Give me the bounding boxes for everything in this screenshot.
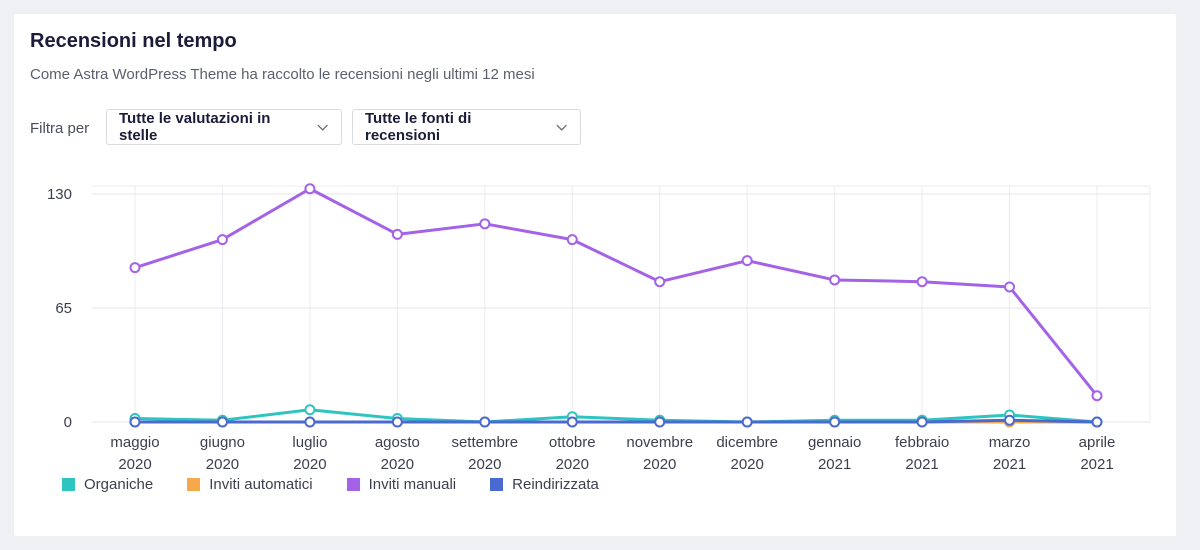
data-point: [1091, 390, 1103, 402]
data-point: [391, 228, 403, 240]
legend-label: Inviti manuali: [368, 476, 457, 493]
data-point: [129, 262, 141, 274]
data-point: [566, 234, 578, 246]
chevron-down-icon: [556, 124, 567, 131]
star-rating-filter-value: Tutte le valutazioni in stelle: [119, 110, 271, 144]
data-point: [1004, 414, 1016, 426]
legend-label: Inviti automatici: [209, 476, 313, 493]
data-point: [829, 274, 841, 286]
data-point: [391, 416, 403, 428]
x-tick-month-label: aprile: [1079, 434, 1116, 451]
legend-item: Organiche: [62, 476, 153, 493]
data-point: [741, 255, 753, 267]
x-tick-month-label: novembre: [626, 434, 693, 451]
legend-swatch: [187, 478, 201, 491]
legend-swatch: [490, 478, 504, 491]
data-point: [1004, 281, 1016, 293]
x-tick-month-label: agosto: [375, 434, 420, 451]
data-point: [741, 416, 753, 428]
x-tick-year-label: 2020: [468, 456, 501, 473]
x-tick-year-label: 2021: [993, 456, 1026, 473]
legend-swatch: [346, 478, 360, 491]
y-tick-label: 0: [64, 414, 72, 431]
x-tick-year-label: 2021: [1080, 456, 1113, 473]
page-title: Recensioni nel tempo: [30, 30, 237, 52]
x-tick-year-label: 2020: [206, 456, 239, 473]
x-tick-month-label: febbraio: [895, 434, 949, 451]
x-tick-month-label: ottobre: [549, 434, 596, 451]
legend-item: Reindirizzata: [490, 476, 599, 493]
x-tick-month-label: luglio: [292, 434, 327, 451]
x-tick-month-label: dicembre: [716, 434, 778, 451]
data-point: [304, 404, 316, 416]
review-source-filter-dropdown[interactable]: Tutte le fonti di recensioni: [352, 109, 581, 145]
data-point: [654, 416, 666, 428]
data-point: [654, 276, 666, 288]
reviews-over-time-card: [14, 14, 1176, 536]
data-point: [829, 416, 841, 428]
x-tick-year-label: 2021: [905, 456, 938, 473]
x-tick-month-label: gennaio: [808, 434, 861, 451]
y-tick-label: 65: [55, 300, 72, 317]
y-tick-label: 130: [47, 186, 72, 203]
data-point: [304, 183, 316, 195]
data-point: [1091, 416, 1103, 428]
legend-label: Organiche: [84, 476, 154, 493]
filter-label: Filtra per: [30, 120, 90, 137]
data-point: [129, 416, 141, 428]
page-subtitle: Come Astra WordPress Theme ha raccolto l…: [30, 66, 535, 83]
x-tick-year-label: 2020: [381, 456, 414, 473]
chevron-down-icon: [317, 124, 328, 131]
x-tick-month-label: settembre: [451, 434, 518, 451]
data-point: [216, 234, 228, 246]
data-point: [216, 416, 228, 428]
x-tick-month-label: marzo: [989, 434, 1031, 451]
legend-item: Inviti manuali: [346, 476, 457, 493]
x-tick-year-label: 2020: [118, 456, 151, 473]
legend-swatch: [62, 478, 75, 491]
x-tick-year-label: 2020: [556, 456, 589, 473]
data-point: [916, 276, 928, 288]
data-point: [479, 416, 491, 428]
x-tick-year-label: 2021: [818, 456, 851, 473]
review-source-filter-value: Tutte le fonti di recensioni: [365, 110, 472, 144]
legend-label: Reindirizzata: [512, 476, 599, 493]
series-line-3: [133, 418, 1099, 424]
chart-legend: Organiche Inviti automatici Inviti manuali…: [62, 476, 633, 493]
data-point: [566, 416, 578, 428]
legend-item: Inviti automatici: [187, 476, 313, 493]
x-tick-year-label: 2020: [293, 456, 326, 473]
series-line-0: [133, 408, 1099, 424]
x-tick-month-label: giugno: [200, 434, 245, 451]
x-tick-month-label: maggio: [110, 434, 159, 451]
star-rating-filter-dropdown[interactable]: Tutte le valutazioni in stelle: [106, 109, 342, 145]
data-point: [479, 218, 491, 230]
series-line-2: [133, 187, 1099, 398]
x-tick-year-label: 2020: [730, 456, 763, 473]
data-point: [304, 416, 316, 428]
data-point: [916, 416, 928, 428]
x-tick-year-label: 2020: [643, 456, 676, 473]
